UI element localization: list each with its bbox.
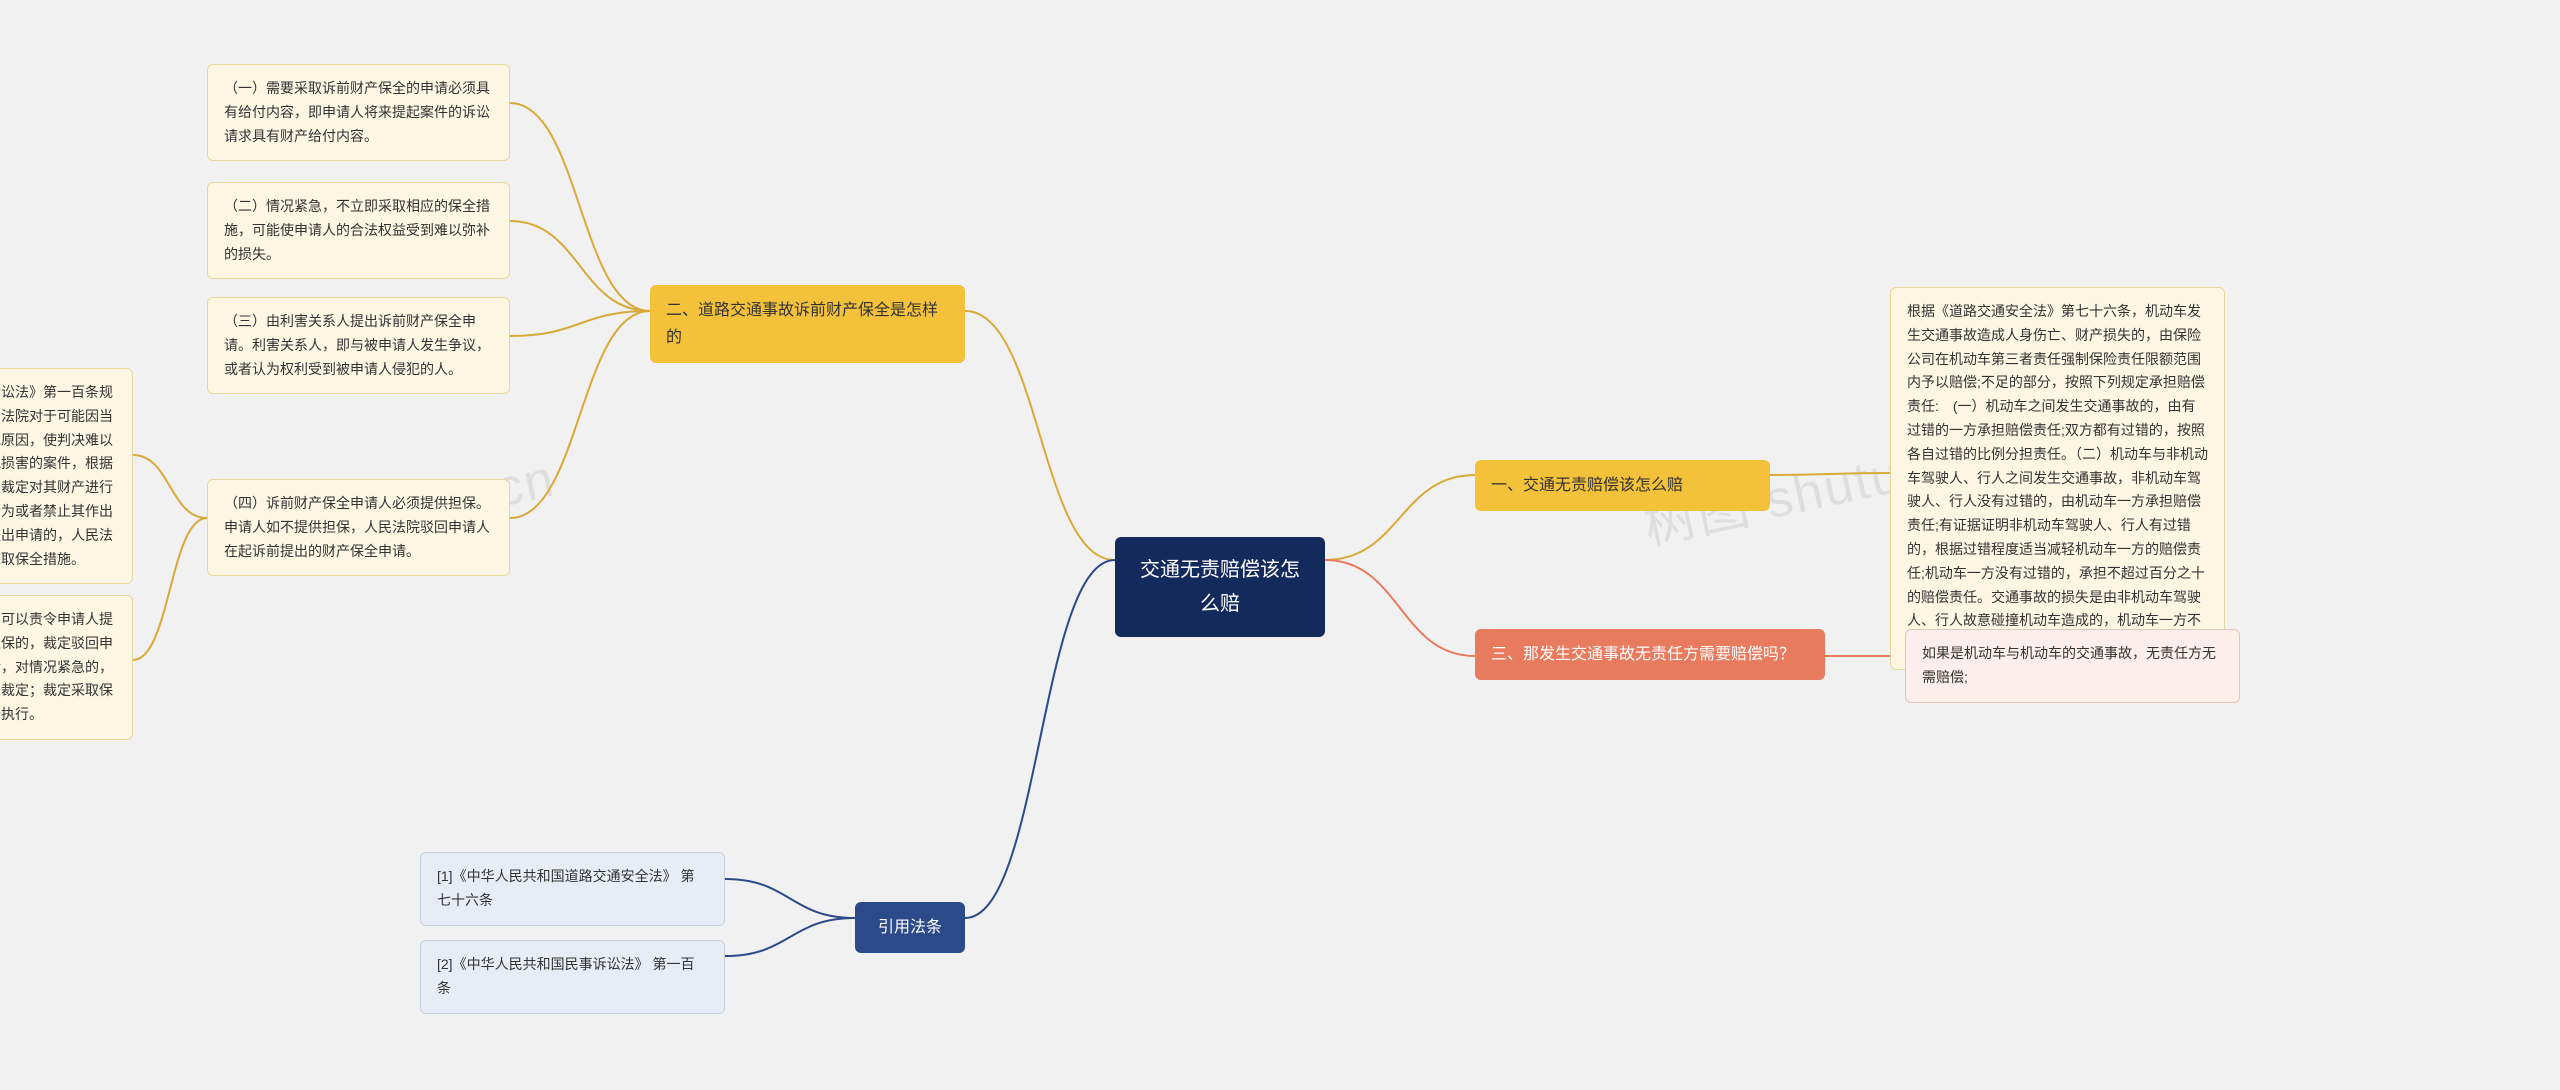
leaf-s3-i2: （二）情况紧急，不立即采取相应的保全措施，可能使申请人的合法权益受到难以弥补的损… [207, 182, 510, 279]
branch-section4[interactable]: 引用法条 [855, 902, 965, 953]
leaf-s3-i3: （三）由利害关系人提出诉前财产保全申请。利害关系人，即与被申请人发生争议，或者认… [207, 297, 510, 394]
leaf-s4-i2: [2]《中华人民共和国民事诉讼法》 第一百条 [420, 940, 725, 1014]
leaf-s3-i4a: 《中华人民共和国民事诉讼法》第一百条规定，适用条件和程序人民法院对于可能因当事人… [0, 368, 133, 584]
branch-section2[interactable]: 三、那发生交通事故无责任方需要赔偿吗？ [1475, 629, 1825, 680]
leaf-s3-i4: （四）诉前财产保全申请人必须提供担保。申请人如不提供担保，人民法院驳回申请人在起… [207, 479, 510, 576]
root-node[interactable]: 交通无责赔偿该怎么赔 [1115, 537, 1325, 637]
leaf-section1-body: 根据《道路交通安全法》第七十六条，机动车发生交通事故造成人身伤亡、财产损失的，由… [1890, 287, 2225, 670]
branch-section1[interactable]: 一、交通无责赔偿该怎么赔 [1475, 460, 1770, 511]
leaf-s3-i4b: 人民法院采取保全措施，可以责令申请人提供担保，申请人不提供担保的，裁定驳回申请。… [0, 595, 133, 740]
leaf-s4-i1: [1]《中华人民共和国道路交通安全法》 第七十六条 [420, 852, 725, 926]
branch-section3[interactable]: 二、道路交通事故诉前财产保全是怎样的 [650, 285, 965, 363]
leaf-section2-body: 如果是机动车与机动车的交通事故，无责任方无需赔偿; [1905, 629, 2240, 703]
leaf-s3-i1: （一）需要采取诉前财产保全的申请必须具有给付内容，即申请人将来提起案件的诉讼请求… [207, 64, 510, 161]
